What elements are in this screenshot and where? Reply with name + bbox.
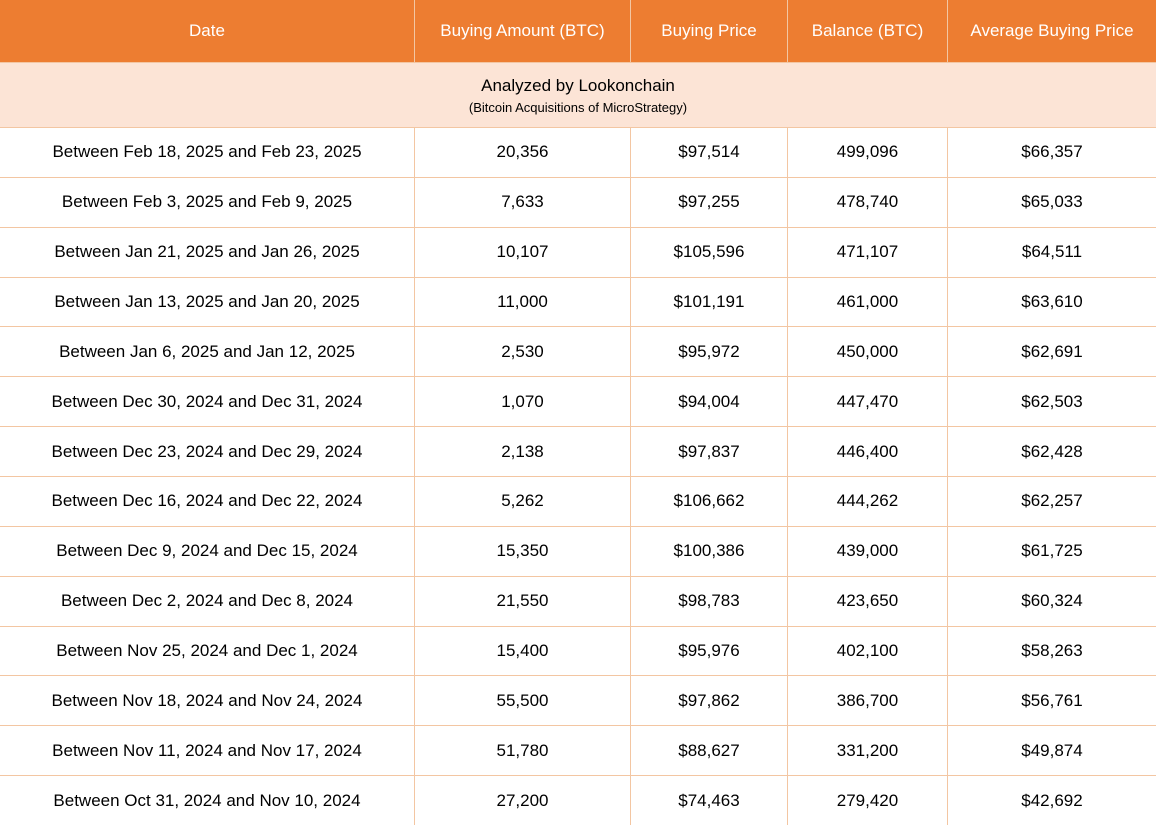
table-row: Between Feb 3, 2025 and Feb 9, 2025 7,633…	[0, 177, 1156, 228]
table-cell: 7,633	[415, 177, 631, 227]
table-cell: $97,255	[631, 177, 788, 227]
table-cell: 279,420	[788, 776, 948, 825]
table-cell: $64,511	[1021, 242, 1083, 262]
table-cell: $49,874	[1021, 740, 1083, 760]
table-row: Between Oct 31, 2024 and Nov 10, 2024 27,…	[0, 776, 1156, 825]
table-cell: 27,200	[415, 776, 631, 825]
table-cell: 444,262	[788, 477, 948, 526]
table-cell: Between Dec 30, 2024 and Dec 31, 2024	[0, 377, 415, 427]
table-cell: $106,662	[631, 477, 788, 526]
table-cell: 55,500	[415, 676, 631, 726]
table-cell: $98,783	[631, 576, 788, 626]
table-cell: Between Feb 3, 2025 and Feb 9, 2025	[0, 177, 415, 227]
table-cell: $58,263	[1021, 641, 1083, 661]
table-cell: 2,138	[415, 427, 631, 477]
table-cell: 15,400	[415, 626, 631, 676]
table-cell: Between Oct 31, 2024 and Nov 10, 2024	[0, 776, 415, 825]
table-row: Between Dec 9, 2024 and Dec 15, 2024 15,3…	[0, 526, 1156, 577]
table-cell: $100,386	[631, 526, 788, 576]
table-cell: 1,070	[415, 377, 631, 427]
table-cell: Between Dec 9, 2024 and Dec 15, 2024	[0, 526, 415, 576]
table-cell: 2,530	[415, 327, 631, 377]
table-cell: 446,400	[788, 427, 948, 477]
table-cell: $95,976	[631, 626, 788, 676]
table-cell: 331,200	[788, 726, 948, 776]
table-cell: $88,627	[631, 726, 788, 776]
column-header-average-buying-price: Average Buying Price	[970, 21, 1134, 40]
table-cell: 450,000	[788, 327, 948, 377]
table-cell: 15,350	[415, 526, 631, 576]
table-row: Between Nov 25, 2024 and Dec 1, 2024 15,4…	[0, 626, 1156, 677]
table-cell: 461,000	[788, 277, 948, 327]
table-cell: Between Nov 18, 2024 and Nov 24, 2024	[0, 676, 415, 726]
table-cell: Between Jan 21, 2025 and Jan 26, 2025	[0, 227, 415, 277]
table-cell: 51,780	[415, 726, 631, 776]
table-cell: $105,596	[631, 227, 788, 277]
table-cell: 21,550	[415, 576, 631, 626]
table-cell: $97,514	[631, 128, 788, 177]
table-row: Between Jan 13, 2025 and Jan 20, 2025 11,…	[0, 277, 1156, 328]
table-cell: Between Nov 11, 2024 and Nov 17, 2024	[0, 726, 415, 776]
table-row: Between Dec 30, 2024 and Dec 31, 2024 1,0…	[0, 377, 1156, 428]
table-cell: 402,100	[788, 626, 948, 676]
table-cell: Between Dec 23, 2024 and Dec 29, 2024	[0, 427, 415, 477]
table-cell: 478,740	[788, 177, 948, 227]
table-cell: $62,257	[1021, 491, 1083, 511]
table-cell: Between Feb 18, 2025 and Feb 23, 2025	[0, 128, 415, 177]
table-cell: 423,650	[788, 576, 948, 626]
table-cell: $97,837	[631, 427, 788, 477]
table-row: Between Dec 23, 2024 and Dec 29, 2024 2,1…	[0, 427, 1156, 478]
table-row: Between Jan 21, 2025 and Jan 26, 2025 10,…	[0, 227, 1156, 278]
table-row: Between Dec 16, 2024 and Dec 22, 2024 5,2…	[0, 477, 1156, 527]
table-cell: $62,503	[1021, 391, 1083, 411]
table-cell: Between Jan 6, 2025 and Jan 12, 2025	[0, 327, 415, 377]
table-cell: 439,000	[788, 526, 948, 576]
caption-subtitle: (Bitcoin Acquisitions of MicroStrategy)	[468, 99, 688, 115]
table-header-row: Date Buying Amount (BTC) Buying Price Balan…	[0, 0, 1156, 62]
caption-title: Analyzed by Lookonchain	[481, 75, 675, 95]
table-cell: $101,191	[631, 277, 788, 327]
table-cell: $63,610	[1021, 292, 1083, 311]
table-cell: 11,000	[415, 277, 631, 327]
table-caption-row: Analyzed by Lookonchain (Bitcoin Acquisi…	[0, 62, 1156, 128]
table-cell: $42,692	[1021, 790, 1083, 810]
table-row: Between Dec 2, 2024 and Dec 8, 2024 21,55…	[0, 576, 1156, 627]
column-header-date: Date	[0, 0, 415, 62]
table-body: Between Feb 18, 2025 and Feb 23, 2025 20,…	[0, 128, 1156, 825]
column-header-balance-btc: Balance (BTC)	[788, 0, 948, 62]
table-cell: $97,862	[631, 676, 788, 726]
table-row: Between Jan 6, 2025 and Jan 12, 2025 2,53…	[0, 327, 1156, 378]
table-cell: Between Jan 13, 2025 and Jan 20, 2025	[0, 277, 415, 327]
column-header-buying-amount-btc: Buying Amount (BTC)	[415, 0, 631, 62]
table-cell: Between Nov 25, 2024 and Dec 1, 2024	[0, 626, 415, 676]
table-cell: $60,324	[1021, 591, 1083, 611]
table-cell: 447,470	[788, 377, 948, 427]
table-row: Between Nov 11, 2024 and Nov 17, 2024 51,…	[0, 726, 1156, 777]
table-cell: $62,691	[1021, 341, 1083, 361]
table-cell: $61,725	[1021, 541, 1083, 561]
table-cell: $62,428	[1021, 441, 1083, 461]
table-cell: $74,463	[631, 776, 788, 825]
table-cell: $66,357	[1021, 142, 1083, 162]
table-row: Between Feb 18, 2025 and Feb 23, 2025 20,…	[0, 128, 1156, 178]
table-cell: 471,107	[788, 227, 948, 277]
table-cell: 386,700	[788, 676, 948, 726]
table-cell: Between Dec 16, 2024 and Dec 22, 2024	[0, 477, 415, 526]
table-cell: 499,096	[788, 128, 948, 177]
table-cell: Between Dec 2, 2024 and Dec 8, 2024	[0, 576, 415, 626]
table-cell: 5,262	[415, 477, 631, 526]
table-cell: 20,356	[415, 128, 631, 177]
table-cell: $65,033	[1021, 192, 1083, 212]
table-row: Between Nov 18, 2024 and Nov 24, 2024 55,…	[0, 676, 1156, 727]
table-cell: $95,972	[631, 327, 788, 377]
table-cell: $94,004	[631, 377, 788, 427]
table-cell: 10,107	[415, 227, 631, 277]
column-header-buying-price: Buying Price	[631, 0, 788, 62]
table-cell: $56,761	[1021, 690, 1083, 710]
